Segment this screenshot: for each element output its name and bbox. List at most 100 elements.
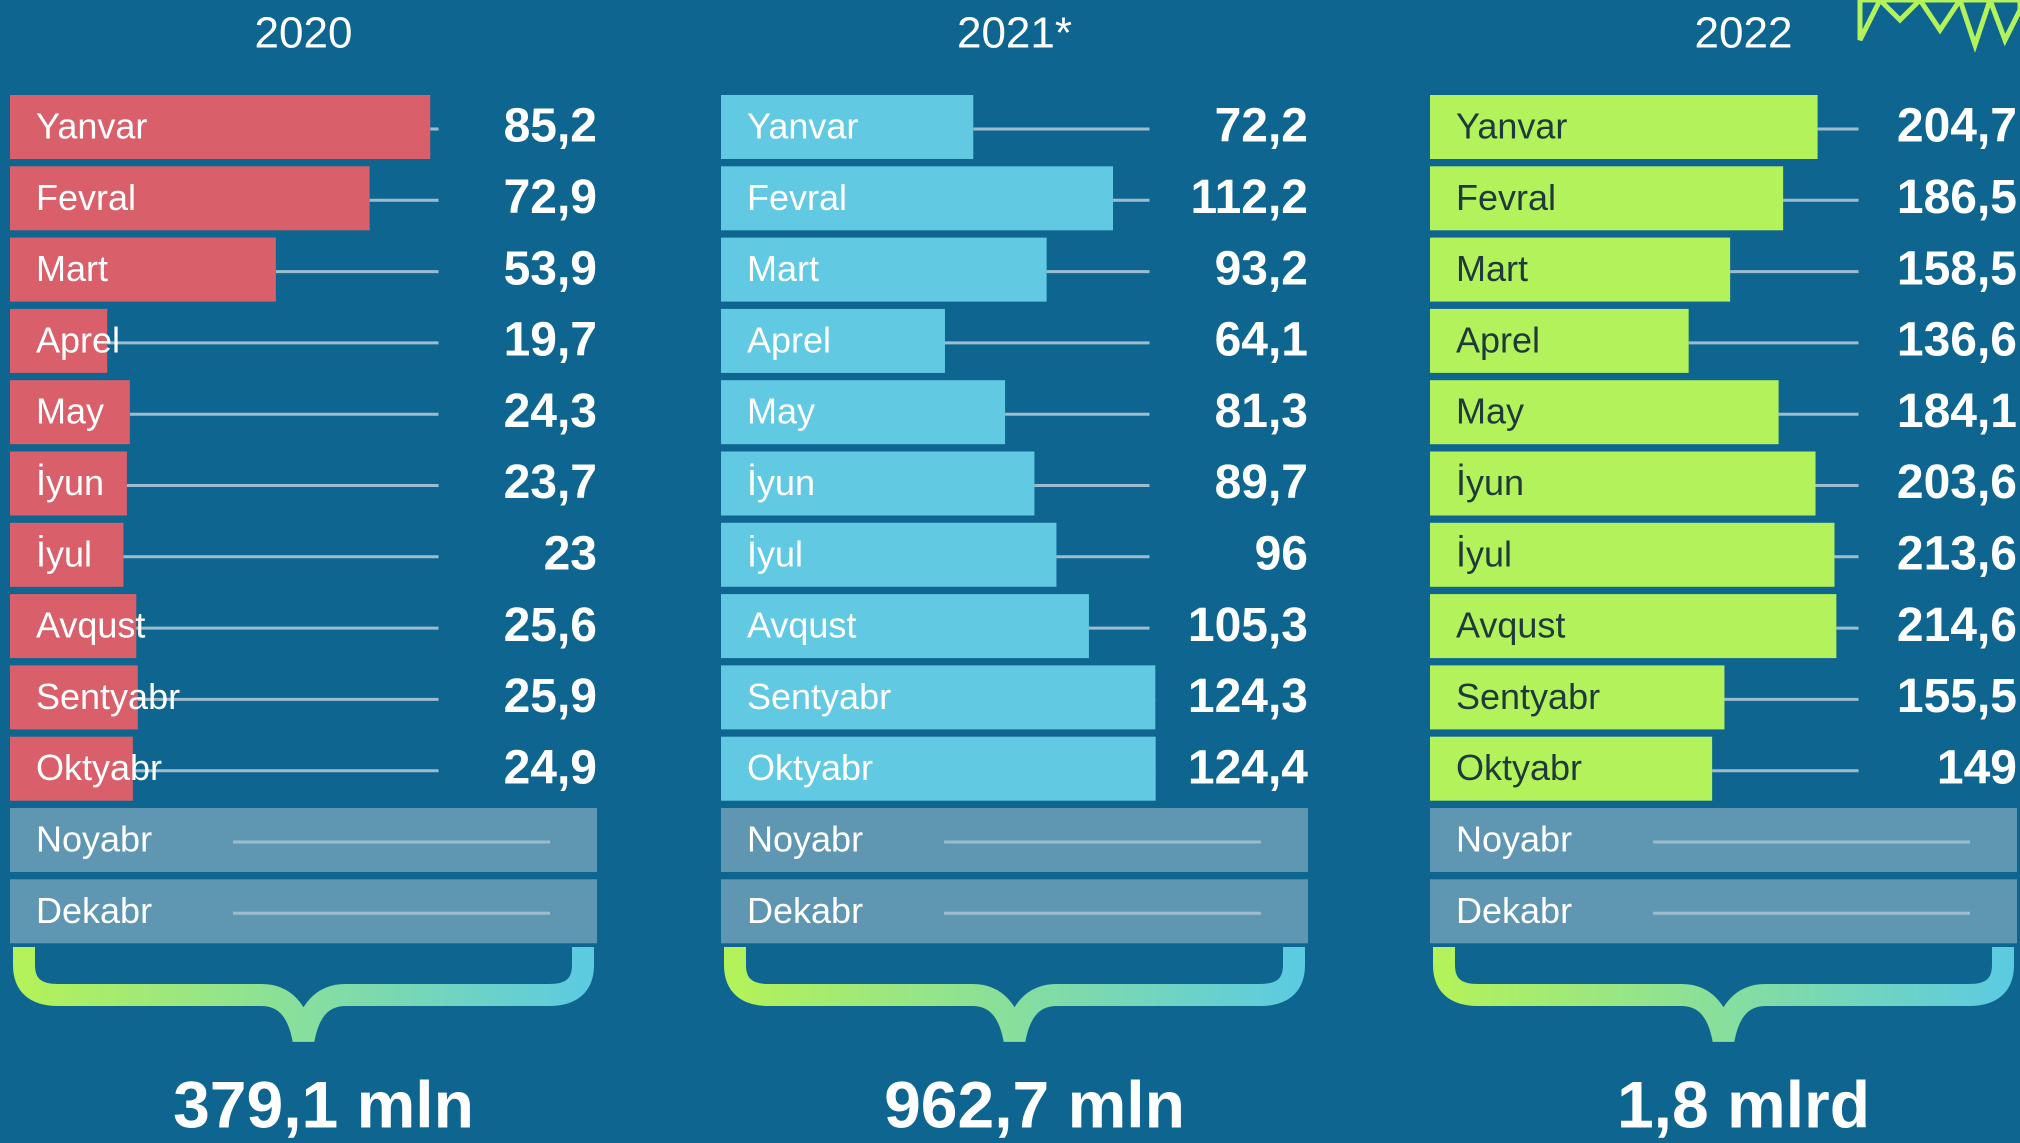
value-label: 214,6 [1897, 599, 2017, 652]
star-decoration [1857, 0, 2020, 53]
bar [1430, 522, 1835, 587]
value-label: 155,5 [1897, 670, 2017, 723]
category-label: Avqust [1456, 605, 1565, 646]
bar [721, 736, 1156, 801]
category-label: May [747, 391, 815, 432]
value-label: 53,9 [504, 242, 597, 295]
bar [721, 237, 1047, 302]
bar [1430, 95, 1818, 159]
bar [10, 166, 370, 231]
category-label: Noyabr [1456, 819, 1572, 860]
category-label: İyul [1456, 533, 1512, 574]
bar [1430, 166, 1784, 231]
bar [10, 736, 133, 801]
value-label: 149 [1937, 741, 2017, 794]
bar [10, 95, 431, 159]
value-label: 23 [544, 527, 597, 580]
category-label: Sentyabr [747, 676, 891, 717]
category-label: İyul [747, 533, 803, 574]
value-label: 24,9 [504, 741, 597, 794]
category-label: Mart [1456, 248, 1528, 289]
brace [13, 947, 594, 1043]
category-label: Mart [747, 248, 819, 289]
bar [10, 522, 124, 587]
value-label: 105,3 [1188, 599, 1308, 652]
panel-title: 2020 [255, 9, 353, 58]
category-label: Mart [36, 248, 108, 289]
value-label: 124,3 [1188, 670, 1308, 723]
empty-row [1430, 879, 2017, 944]
value-label: 85,2 [504, 100, 597, 153]
value-label: 25,9 [504, 670, 597, 723]
value-label: 25,6 [504, 599, 597, 652]
value-label: 136,6 [1897, 314, 2017, 367]
bar [721, 380, 1006, 445]
value-label: 23,7 [504, 456, 597, 509]
category-label: Fevral [1456, 177, 1556, 218]
category-label: Dekabr [1456, 890, 1572, 931]
bar [721, 522, 1057, 587]
empty-row [721, 808, 1308, 872]
value-label: 19,7 [504, 314, 597, 367]
category-label: Aprel [1456, 319, 1540, 360]
category-label: Oktyabr [1456, 747, 1582, 788]
panel-title: 2021* [957, 9, 1072, 58]
bar [1430, 308, 1689, 373]
empty-row [10, 808, 597, 872]
bar [10, 594, 137, 659]
value-label: 184,1 [1897, 385, 2017, 438]
panel-title: 2022 [1695, 9, 1793, 58]
category-label: İyun [1456, 462, 1524, 503]
bar [1430, 665, 1725, 730]
value-label: 213,6 [1897, 527, 2017, 580]
bar [1430, 237, 1731, 302]
category-label: May [36, 391, 104, 432]
category-label: Avqust [747, 605, 856, 646]
value-label: 64,1 [1215, 314, 1308, 367]
bar [10, 237, 276, 302]
brace [1433, 947, 2014, 1043]
value-label: 124,4 [1188, 741, 1308, 794]
category-label: Yanvar [747, 106, 858, 147]
category-label: Noyabr [747, 819, 863, 860]
bar [721, 665, 1156, 730]
category-label: Fevral [36, 177, 136, 218]
value-label: 89,7 [1215, 456, 1308, 509]
empty-row [10, 879, 597, 944]
bar [10, 665, 138, 730]
value-label: 204,7 [1897, 100, 2017, 153]
value-label: 81,3 [1215, 385, 1308, 438]
value-label: 72,9 [504, 171, 597, 224]
bar [1430, 594, 1837, 659]
bar [10, 308, 108, 373]
brace [724, 947, 1305, 1043]
category-label: İyun [747, 462, 815, 503]
value-label: 24,3 [504, 385, 597, 438]
category-label: İyun [36, 462, 104, 503]
total-label: 379,1 mln [173, 1067, 474, 1141]
total-label: 962,7 mln [884, 1067, 1185, 1141]
category-label: Aprel [747, 319, 831, 360]
category-label: Oktyabr [36, 747, 162, 788]
bar [1430, 451, 1816, 516]
category-label: Sentyabr [1456, 676, 1600, 717]
category-label: May [1456, 391, 1524, 432]
category-label: Aprel [36, 319, 120, 360]
bar [10, 451, 127, 516]
value-label: 112,2 [1191, 171, 1308, 224]
bar [10, 380, 130, 445]
value-label: 186,5 [1897, 171, 2017, 224]
bar [721, 166, 1114, 231]
bar [721, 95, 974, 159]
total-label: 1,8 mlrd [1617, 1067, 1870, 1141]
category-label: Dekabr [36, 890, 152, 931]
category-label: İyul [36, 533, 92, 574]
value-label: 203,6 [1897, 456, 2017, 509]
bar [1430, 736, 1713, 801]
value-label: 96 [1255, 527, 1308, 580]
category-label: Dekabr [747, 890, 863, 931]
category-label: Noyabr [36, 819, 152, 860]
empty-row [1430, 808, 2017, 872]
bar [721, 594, 1089, 659]
